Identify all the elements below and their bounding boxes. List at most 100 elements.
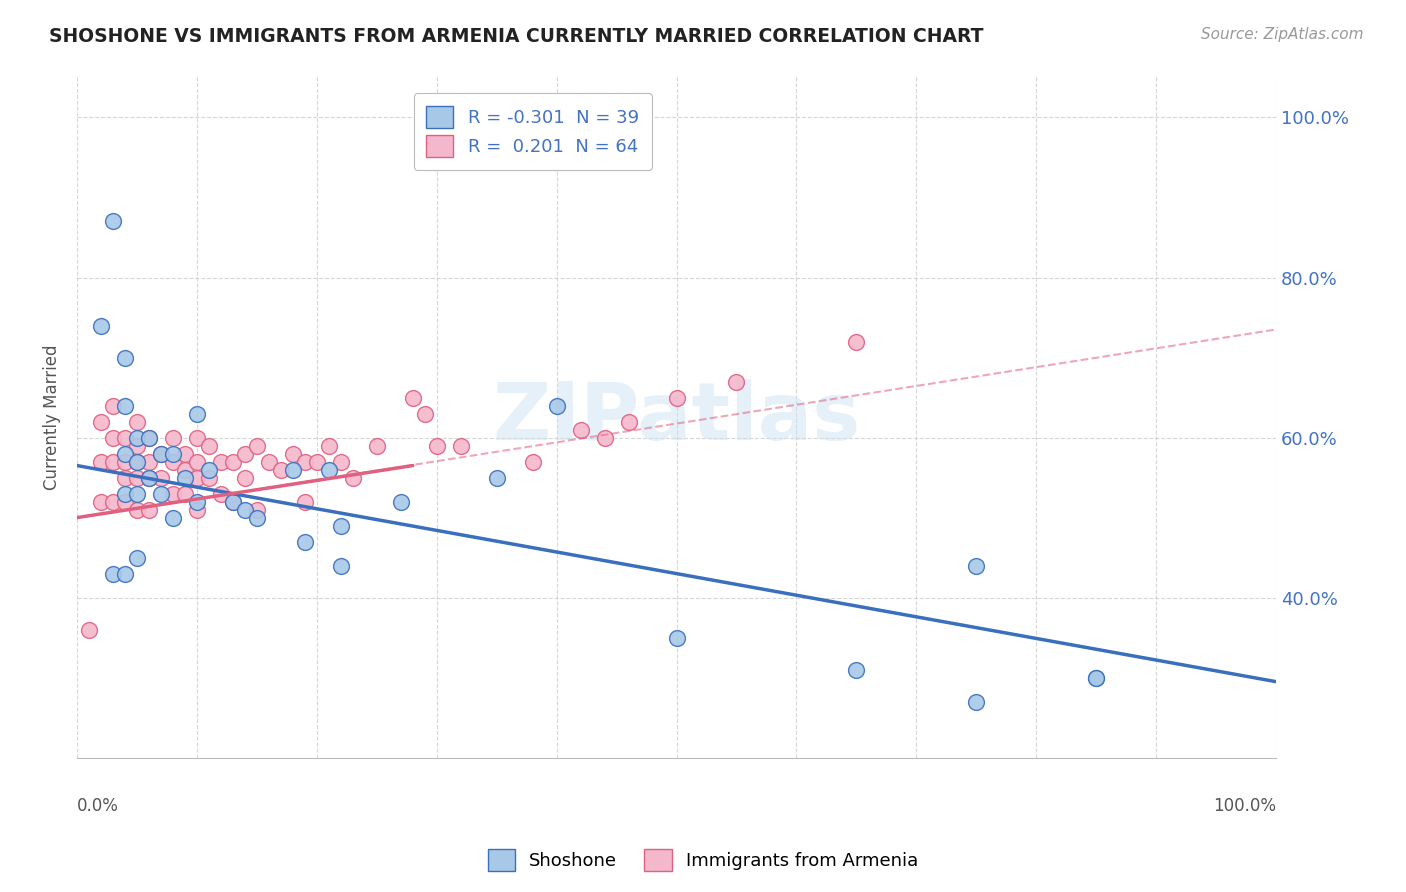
Point bbox=[77, 623, 100, 637]
Point bbox=[150, 486, 173, 500]
Point bbox=[522, 454, 544, 468]
Point bbox=[162, 431, 184, 445]
Point bbox=[257, 454, 280, 468]
Point bbox=[125, 431, 148, 445]
Point bbox=[150, 446, 173, 460]
Point bbox=[246, 439, 269, 453]
Point bbox=[413, 407, 436, 421]
Point bbox=[125, 486, 148, 500]
Point bbox=[281, 462, 304, 476]
Point bbox=[1085, 671, 1108, 685]
Legend: Shoshone, Immigrants from Armenia: Shoshone, Immigrants from Armenia bbox=[481, 842, 925, 879]
Point bbox=[101, 454, 124, 468]
Point bbox=[569, 423, 592, 437]
Point bbox=[186, 407, 208, 421]
Point bbox=[342, 470, 364, 484]
Text: 100.0%: 100.0% bbox=[1213, 797, 1277, 814]
Point bbox=[125, 550, 148, 565]
Point bbox=[270, 462, 292, 476]
Point bbox=[174, 470, 197, 484]
Point bbox=[150, 470, 173, 484]
Point bbox=[174, 486, 197, 500]
Point bbox=[114, 446, 136, 460]
Point bbox=[138, 502, 160, 516]
Point bbox=[114, 454, 136, 468]
Point bbox=[114, 431, 136, 445]
Point bbox=[209, 486, 232, 500]
Text: ZIPatlas: ZIPatlas bbox=[492, 378, 860, 457]
Point bbox=[329, 518, 352, 533]
Point bbox=[186, 470, 208, 484]
Point bbox=[222, 454, 245, 468]
Point bbox=[114, 486, 136, 500]
Point bbox=[329, 558, 352, 573]
Point bbox=[162, 510, 184, 524]
Point bbox=[125, 454, 148, 468]
Text: Source: ZipAtlas.com: Source: ZipAtlas.com bbox=[1201, 27, 1364, 42]
Point bbox=[546, 399, 568, 413]
Point bbox=[965, 695, 987, 709]
Text: 0.0%: 0.0% bbox=[77, 797, 120, 814]
Point bbox=[294, 534, 316, 549]
Point bbox=[114, 351, 136, 365]
Point bbox=[174, 446, 197, 460]
Point bbox=[101, 494, 124, 508]
Point bbox=[222, 494, 245, 508]
Point bbox=[366, 439, 388, 453]
Point bbox=[138, 431, 160, 445]
Point bbox=[186, 502, 208, 516]
Point bbox=[246, 510, 269, 524]
Point bbox=[233, 446, 256, 460]
Point bbox=[725, 375, 748, 389]
Point bbox=[246, 502, 269, 516]
Point bbox=[281, 446, 304, 460]
Point bbox=[329, 454, 352, 468]
Point bbox=[318, 439, 340, 453]
Point bbox=[186, 454, 208, 468]
Point bbox=[294, 494, 316, 508]
Point bbox=[665, 631, 688, 645]
Point bbox=[125, 502, 148, 516]
Point bbox=[90, 415, 112, 429]
Point bbox=[593, 431, 616, 445]
Point bbox=[845, 663, 868, 677]
Point bbox=[665, 391, 688, 405]
Point bbox=[186, 494, 208, 508]
Point bbox=[965, 558, 987, 573]
Point bbox=[114, 399, 136, 413]
Point bbox=[294, 454, 316, 468]
Point bbox=[90, 494, 112, 508]
Point bbox=[305, 454, 328, 468]
Point bbox=[402, 391, 425, 405]
Point bbox=[90, 318, 112, 333]
Legend: R = -0.301  N = 39, R =  0.201  N = 64: R = -0.301 N = 39, R = 0.201 N = 64 bbox=[413, 94, 651, 169]
Point bbox=[114, 470, 136, 484]
Point bbox=[233, 502, 256, 516]
Point bbox=[198, 470, 221, 484]
Point bbox=[198, 462, 221, 476]
Text: SHOSHONE VS IMMIGRANTS FROM ARMENIA CURRENTLY MARRIED CORRELATION CHART: SHOSHONE VS IMMIGRANTS FROM ARMENIA CURR… bbox=[49, 27, 984, 45]
Point bbox=[198, 439, 221, 453]
Point bbox=[125, 454, 148, 468]
Point bbox=[138, 470, 160, 484]
Point bbox=[101, 399, 124, 413]
Point bbox=[485, 470, 508, 484]
Point bbox=[138, 470, 160, 484]
Point bbox=[138, 454, 160, 468]
Point bbox=[318, 462, 340, 476]
Point bbox=[209, 454, 232, 468]
Point bbox=[125, 470, 148, 484]
Point bbox=[162, 454, 184, 468]
Point bbox=[617, 415, 640, 429]
Point bbox=[389, 494, 412, 508]
Point bbox=[150, 446, 173, 460]
Point bbox=[426, 439, 449, 453]
Point bbox=[90, 454, 112, 468]
Point bbox=[186, 431, 208, 445]
Point bbox=[233, 470, 256, 484]
Y-axis label: Currently Married: Currently Married bbox=[44, 345, 60, 491]
Point bbox=[101, 431, 124, 445]
Point bbox=[125, 439, 148, 453]
Point bbox=[138, 431, 160, 445]
Point bbox=[162, 486, 184, 500]
